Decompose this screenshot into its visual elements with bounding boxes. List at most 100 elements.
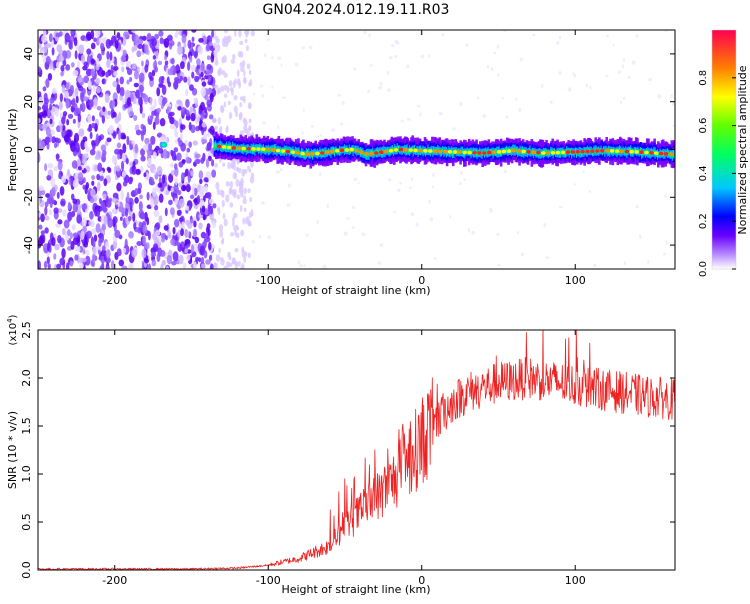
noise-blob-sparse	[243, 77, 247, 84]
noise-blob	[209, 125, 215, 136]
noise-blob	[51, 236, 56, 247]
noise-blob	[95, 208, 101, 218]
noise-blob	[149, 96, 153, 106]
noise-blob	[152, 55, 157, 60]
signal-peak	[266, 147, 271, 152]
signal-peak	[496, 150, 502, 154]
noise-blob	[119, 76, 124, 85]
noise-blob	[111, 99, 116, 109]
noise-speck	[330, 128, 335, 132]
signal-band	[481, 152, 484, 156]
signal-peak	[428, 149, 433, 153]
signal-peak	[261, 147, 266, 152]
noise-blob-sparse	[242, 95, 246, 104]
signal-band	[255, 145, 258, 151]
noise-blob	[122, 143, 127, 154]
noise-blob	[140, 131, 144, 142]
noise-blob-sparse	[223, 30, 229, 34]
noise-blob	[188, 204, 192, 211]
noise-blob	[86, 230, 92, 239]
noise-blob	[192, 243, 199, 254]
colorbar-tick-label: 0.2	[698, 213, 709, 229]
spectrogram-x-label: Height of straight line (km)	[281, 284, 430, 297]
signal-peak	[595, 149, 600, 153]
noise-speck	[319, 172, 322, 177]
noise-blob-sparse	[239, 40, 244, 46]
signal-band	[373, 151, 376, 157]
noise-blob	[91, 253, 96, 263]
noise-blob	[170, 238, 175, 246]
noise-speck	[568, 87, 572, 92]
noise-speck	[605, 74, 609, 78]
noise-speck	[251, 239, 255, 244]
signal-peak	[619, 149, 625, 154]
noise-blob	[131, 30, 138, 33]
noise-speck	[367, 89, 371, 94]
noise-blob	[43, 260, 48, 269]
noise-blob	[132, 212, 136, 223]
noise-blob	[118, 111, 122, 122]
noise-blob	[203, 250, 208, 259]
signal-band	[214, 142, 217, 149]
noise-blob-sparse	[248, 118, 252, 124]
noise-blob	[191, 36, 195, 42]
noise-speck	[301, 46, 306, 50]
noise-blob	[87, 115, 93, 124]
noise-blob	[63, 90, 70, 99]
signal-band	[254, 148, 257, 153]
noise-speck	[280, 63, 283, 67]
noise-blob-sparse	[238, 30, 242, 38]
noise-blob-sparse	[241, 262, 245, 269]
noise-blob	[45, 78, 50, 89]
noise-blob	[85, 31, 92, 41]
noise-speck	[428, 199, 431, 204]
noise-blob	[172, 184, 179, 194]
signal-peak	[654, 151, 659, 155]
noise-blob	[45, 126, 51, 137]
noise-blob	[50, 186, 56, 197]
noise-blob	[153, 168, 157, 175]
noise-blob	[45, 193, 51, 198]
noise-blob	[144, 137, 150, 145]
noise-speck	[458, 182, 462, 186]
noise-blob	[87, 127, 93, 132]
noise-blob	[99, 174, 104, 182]
isolated-blob-core	[162, 143, 166, 147]
noise-blob	[206, 132, 211, 138]
noise-blob	[200, 256, 205, 264]
noise-blob	[185, 184, 191, 193]
noise-blob	[194, 236, 200, 244]
noise-speck	[558, 35, 562, 40]
noise-blob	[116, 182, 122, 192]
noise-blob	[112, 111, 117, 118]
signal-band	[653, 149, 656, 154]
noise-blob	[123, 31, 129, 38]
noise-blob	[167, 230, 172, 239]
noise-blob	[164, 55, 168, 61]
noise-blob	[101, 70, 106, 77]
noise-blob	[199, 186, 205, 196]
noise-blob-sparse	[228, 79, 233, 87]
noise-blob	[67, 113, 74, 119]
noise-blob-sparse	[237, 260, 241, 267]
noise-blob	[130, 93, 134, 103]
noise-blob	[126, 135, 130, 146]
noise-speck	[572, 72, 575, 75]
noise-blob	[53, 207, 59, 214]
noise-blob	[175, 30, 179, 36]
noise-blob	[58, 31, 63, 37]
noise-blob	[137, 43, 144, 50]
noise-blob	[185, 205, 190, 211]
noise-blob	[49, 103, 53, 111]
noise-blob	[120, 216, 123, 221]
noise-blob-sparse	[214, 35, 219, 41]
noise-blob	[63, 219, 70, 229]
noise-blob-sparse	[243, 195, 247, 201]
noise-blob	[150, 197, 154, 208]
noise-blob	[62, 209, 67, 217]
noise-blob	[104, 93, 110, 104]
signal-peak	[649, 151, 654, 155]
signal-peak	[442, 149, 448, 154]
noise-blob	[164, 207, 168, 217]
snr-panel: -200 -100 0 100 0.0 0.5 1.0 1.5 2.0 2.5 Height of…	[6, 314, 676, 596]
